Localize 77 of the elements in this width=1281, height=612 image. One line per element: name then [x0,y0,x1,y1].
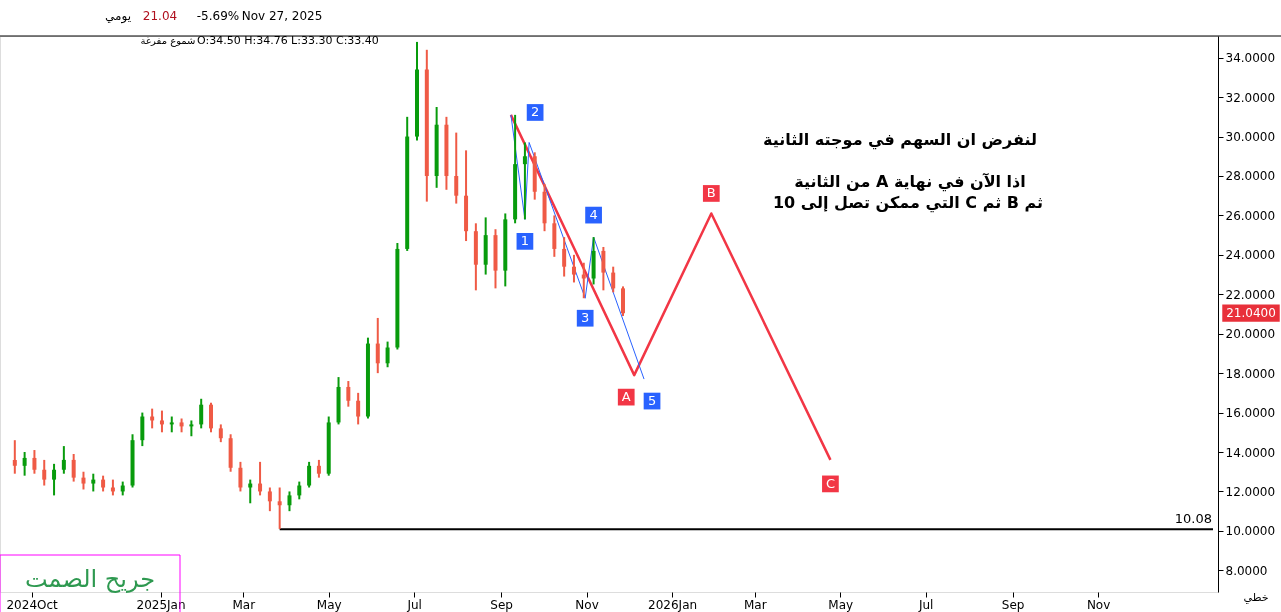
candlestick [42,458,47,487]
y-tick-label: 18.0000 [1225,366,1276,381]
y-tick-label: 12.0000 [1225,484,1276,499]
candlestick [71,452,76,483]
candlestick [61,445,66,475]
candlestick [356,391,361,426]
candlestick [267,486,272,513]
y-tick-label: 26.0000 [1225,208,1276,223]
text: 21.0400 [1226,306,1276,321]
y-tick-label: 20.0000 [1225,327,1276,342]
candlestick [209,401,213,434]
annotation: 10.08 [1174,511,1212,527]
annotation: O:34.50 H:34.76 L:33.30 C:33.40 [197,34,379,47]
candlestick [307,460,312,489]
y-tick-label: 34.0000 [1225,51,1276,66]
candlestick [238,460,243,493]
x-tick-label: Nov [1086,597,1111,612]
x-tick-label: 2024Oct [6,597,59,612]
x-tick-label: Nov [575,597,599,612]
annotation: جريح الصمت [24,565,156,593]
x-tick-label: May [316,597,342,612]
candlestick [12,439,17,475]
x-tick-label: Sep [490,597,513,612]
annotation: A [621,389,631,405]
candlestick [522,141,527,221]
annotation: اذا الآن في نهاية A من الثانية [794,172,1026,192]
candlestick [32,449,37,475]
line-series [510,114,645,380]
x-tick-label: May [828,597,854,612]
text: خطي [1243,591,1269,604]
candlestick [454,131,459,205]
annotation: 1 [520,233,530,249]
text: يومي [105,9,131,24]
x-tick-label: Jul [917,597,934,612]
x-tick-label: 2025Jan [136,597,186,612]
y-tick-label: 8.0000 [1225,563,1268,578]
candlestick [601,245,606,292]
y-tick-label: 16.0000 [1225,406,1276,421]
x-tick-label: Mar [743,597,767,612]
candlestick [199,397,204,430]
y-tick-label: 22.0000 [1225,287,1276,302]
y-tick-label: 14.0000 [1225,445,1276,460]
candlestick [248,478,253,505]
candlestick [22,451,27,477]
text: 21.04 [142,9,178,23]
candlestick [375,316,380,375]
y-tick-label: 30.0000 [1225,130,1276,145]
annotation: 4 [589,207,598,223]
x-tick-label: Jul [406,597,422,612]
text: Nov 27, 2025 [241,9,323,23]
annotation: C [825,475,835,491]
y-tick-label: 32.0000 [1225,90,1276,105]
annotation: شموع مفرغة [140,35,196,47]
x-tick-label: 2026Jan [648,597,698,612]
annotation: 2 [530,104,540,120]
candlestick [346,380,351,408]
annotation: ثم B ثم C التي ممكن تصل إلى 10 [772,193,1044,213]
candlestick [385,340,390,369]
candlestick [562,236,567,278]
x-tick-label: Mar [232,597,256,612]
annotation: لنفرض ان السهم في موجته الثانية [762,130,1038,150]
candlestick [277,486,282,530]
y-tick-label: 10.0000 [1225,524,1276,539]
annotation: B [706,185,716,201]
candlestick [581,261,586,300]
candlestick [140,411,145,448]
y-tick-label: 28.0000 [1225,169,1276,184]
x-tick-label: Sep [1001,597,1025,612]
candlestick [287,490,292,513]
candlestick [571,253,576,284]
annotation: 3 [581,310,590,326]
annotation: 5 [647,393,657,409]
y-tick-label: 24.0000 [1225,248,1276,263]
candlestick [52,462,57,497]
text: -5.69% [196,9,240,23]
candlestick [611,265,616,294]
candlestick [159,409,164,434]
